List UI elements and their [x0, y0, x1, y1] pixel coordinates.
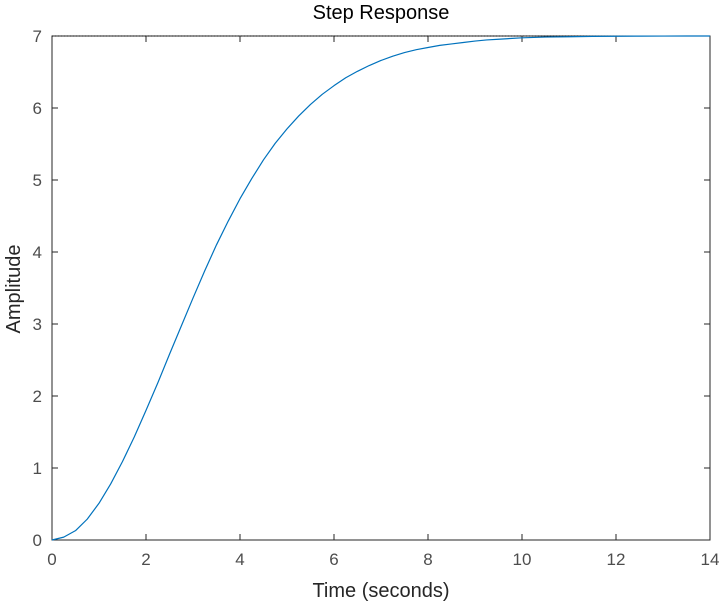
x-tick-label: 2 — [141, 550, 150, 569]
x-axis-label: Time (seconds) — [312, 580, 449, 602]
x-tick-label: 10 — [513, 550, 532, 569]
y-tick-label: 7 — [33, 27, 42, 46]
x-tick-label: 8 — [423, 550, 432, 569]
y-tick-label: 2 — [33, 387, 42, 406]
y-tick-label: 6 — [33, 99, 42, 118]
y-tick-label: 3 — [33, 315, 42, 334]
x-tick-label: 12 — [607, 550, 626, 569]
axes-box — [51, 35, 711, 541]
y-tick-label: 1 — [33, 459, 42, 478]
y-tick-label: 0 — [33, 531, 42, 550]
y-axis-label: Amplitude — [3, 245, 25, 334]
x-tick-label: 6 — [329, 550, 338, 569]
y-tick-label: 5 — [33, 171, 42, 190]
step-response-curve — [51, 35, 710, 541]
x-tick-label: 14 — [701, 550, 720, 569]
chart-title: Step Response — [313, 2, 450, 24]
x-tick-label: 4 — [235, 550, 244, 569]
y-tick-label: 4 — [33, 243, 42, 262]
x-tick-label: 0 — [47, 550, 56, 569]
